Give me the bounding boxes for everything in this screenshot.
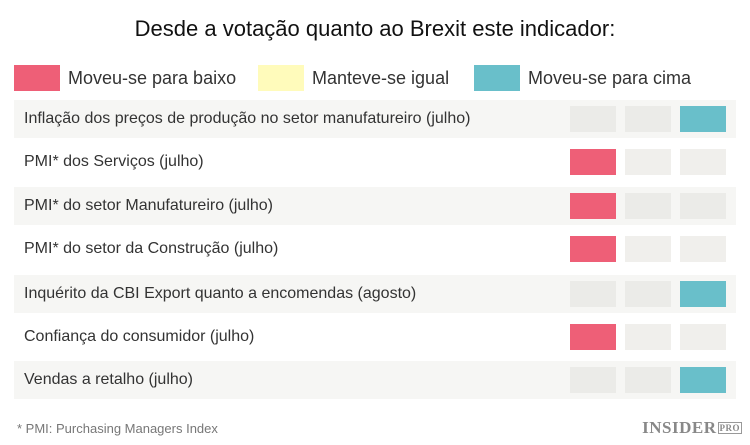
status-cell-down <box>570 367 616 393</box>
logo-sub: PRO <box>717 422 742 434</box>
indicator-row: PMI* do setor Manufatureiro (julho) <box>14 187 736 225</box>
status-cell-up <box>680 367 726 393</box>
status-cell-same <box>625 324 671 350</box>
legend-swatch-down <box>14 65 60 91</box>
legend-swatch-same <box>258 65 304 91</box>
indicator-label: PMI* dos Serviços (julho) <box>24 153 204 170</box>
status-cell-up <box>680 149 726 175</box>
footnote: * PMI: Purchasing Managers Index <box>17 421 218 436</box>
status-cell-same <box>625 236 671 262</box>
insider-pro-logo: INSIDER PRO <box>642 418 742 438</box>
indicator-row: PMI* dos Serviços (julho) <box>14 143 736 181</box>
legend-item-up: Moveu-se para cima <box>474 65 691 91</box>
legend: Moveu-se para baixo Manteve-se igual Mov… <box>14 65 744 91</box>
status-cell-same <box>625 367 671 393</box>
indicator-row: Inflação dos preços de produção no setor… <box>14 100 736 138</box>
status-cell-same <box>625 281 671 307</box>
indicator-label: Confiança do consumidor (julho) <box>24 328 255 345</box>
legend-item-same: Manteve-se igual <box>258 65 449 91</box>
indicator-row: PMI* do setor da Construção (julho) <box>14 230 736 268</box>
status-cell-down <box>570 281 616 307</box>
legend-swatch-up <box>474 65 520 91</box>
legend-label: Moveu-se para cima <box>528 67 692 88</box>
indicator-label: Inflação dos preços de produção no setor… <box>24 110 471 127</box>
status-cell-up <box>680 236 726 262</box>
indicator-row: Inquérito da CBI Export quanto a encomen… <box>14 275 736 313</box>
status-cell-up <box>680 106 726 132</box>
status-cell-down <box>570 149 616 175</box>
chart-title: Desde a votação quanto ao Brexit este in… <box>134 16 616 41</box>
indicator-row: Vendas a retalho (julho) <box>14 361 736 399</box>
indicator-label: PMI* do setor da Construção (julho) <box>24 240 279 257</box>
legend-label: Manteve-se igual <box>312 67 450 88</box>
logo-main: INSIDER <box>642 418 717 437</box>
status-cell-up <box>680 193 726 219</box>
indicator-label: Inquérito da CBI Export quanto a encomen… <box>24 285 417 302</box>
status-cell-same <box>625 149 671 175</box>
status-cell-up <box>680 281 726 307</box>
status-cell-down <box>570 193 616 219</box>
indicator-row: Confiança do consumidor (julho) <box>14 318 736 356</box>
status-cell-down <box>570 236 616 262</box>
status-cell-up <box>680 324 726 350</box>
status-cell-down <box>570 106 616 132</box>
status-cell-down <box>570 324 616 350</box>
legend-item-down: Moveu-se para baixo <box>14 65 236 91</box>
indicator-label: PMI* do setor Manufatureiro (julho) <box>24 197 273 214</box>
status-cell-same <box>625 106 671 132</box>
status-cell-same <box>625 193 671 219</box>
legend-label: Moveu-se para baixo <box>68 67 237 88</box>
indicator-label: Vendas a retalho (julho) <box>24 371 193 388</box>
